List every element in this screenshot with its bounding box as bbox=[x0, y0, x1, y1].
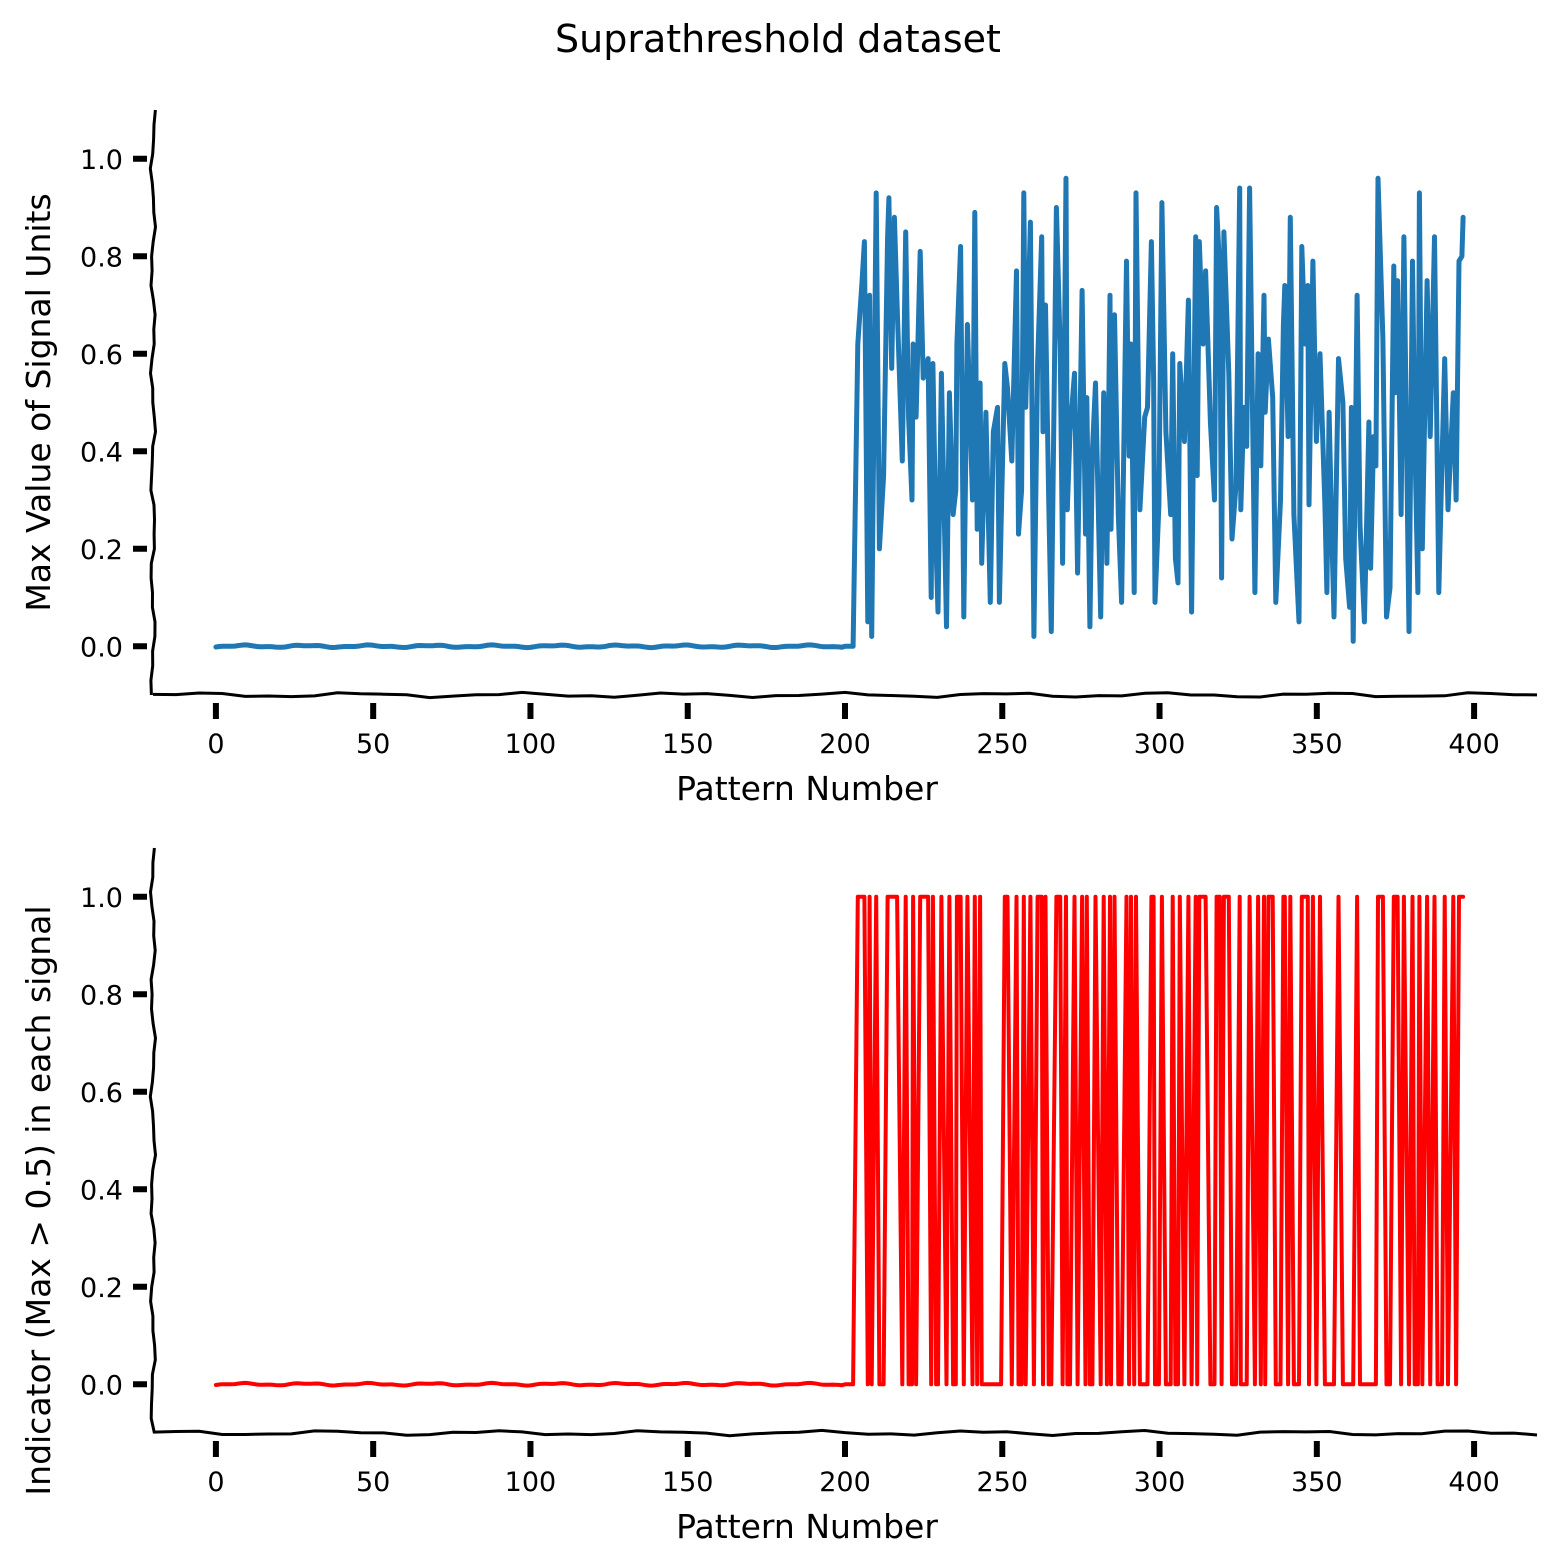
x-tick-label: 250 bbox=[976, 729, 1028, 760]
x-axis-spine bbox=[152, 690, 1538, 700]
x-tick-label: 300 bbox=[1134, 1467, 1186, 1498]
x-tick-label: 350 bbox=[1291, 729, 1343, 760]
x-tick-label: 400 bbox=[1448, 729, 1500, 760]
bottom-panel: 0 50 100 150 200 250 300 350 400 0.0 0.2 0.4 0.6 0.8 1… bbox=[19, 847, 1538, 1546]
x-tick-label: 200 bbox=[819, 729, 871, 760]
y-tick-label: 0.2 bbox=[80, 1273, 123, 1304]
x-tick-label: 100 bbox=[505, 729, 557, 760]
x-tick-label: 100 bbox=[505, 1467, 557, 1498]
y-tick-label: 1.0 bbox=[80, 145, 123, 176]
x-tick-label: 50 bbox=[356, 729, 390, 760]
y-tick-label: 0.0 bbox=[80, 632, 123, 663]
y-tick-label: 0.8 bbox=[80, 242, 123, 273]
y-axis-spine bbox=[148, 109, 158, 696]
x-tick-label: 150 bbox=[662, 1467, 714, 1498]
y-tick-label: 0.4 bbox=[80, 437, 123, 468]
x-tick-label: 350 bbox=[1291, 1467, 1343, 1498]
y-tick-label: 0.6 bbox=[80, 340, 123, 371]
x-tick-label: 250 bbox=[976, 1467, 1028, 1498]
y-axis-label: Max Value of Signal Units bbox=[19, 193, 58, 611]
x-tick-label: 50 bbox=[356, 1467, 390, 1498]
indicator-line bbox=[213, 894, 1466, 1388]
figure-title: Suprathreshold dataset bbox=[555, 17, 1001, 61]
x-tick-label: 0 bbox=[207, 729, 224, 760]
x-tick-label: 400 bbox=[1448, 1467, 1500, 1498]
x-tick-label: 300 bbox=[1134, 729, 1186, 760]
x-axis-spine bbox=[152, 1428, 1538, 1438]
max-value-line bbox=[213, 175, 1466, 651]
x-axis-label: Pattern Number bbox=[676, 1507, 938, 1546]
y-axis-label: Indicator (Max > 0.5) in each signal bbox=[19, 905, 58, 1495]
y-tick-label: 1.0 bbox=[80, 883, 123, 914]
y-tick-label: 0.6 bbox=[80, 1078, 123, 1109]
top-panel: 0 50 100 150 200 250 300 350 400 0.0 0.2 0.4 0.6 0.8 1… bbox=[19, 109, 1538, 808]
y-tick-label: 0.4 bbox=[80, 1175, 123, 1206]
x-tick-label: 200 bbox=[819, 1467, 871, 1498]
x-tick-label: 0 bbox=[207, 1467, 224, 1498]
y-axis-spine bbox=[148, 847, 158, 1434]
y-tick-label: 0.8 bbox=[80, 980, 123, 1011]
x-axis-label: Pattern Number bbox=[676, 769, 938, 808]
y-tick-label: 0.0 bbox=[80, 1370, 123, 1401]
x-tick-label: 150 bbox=[662, 729, 714, 760]
y-tick-label: 0.2 bbox=[80, 535, 123, 566]
